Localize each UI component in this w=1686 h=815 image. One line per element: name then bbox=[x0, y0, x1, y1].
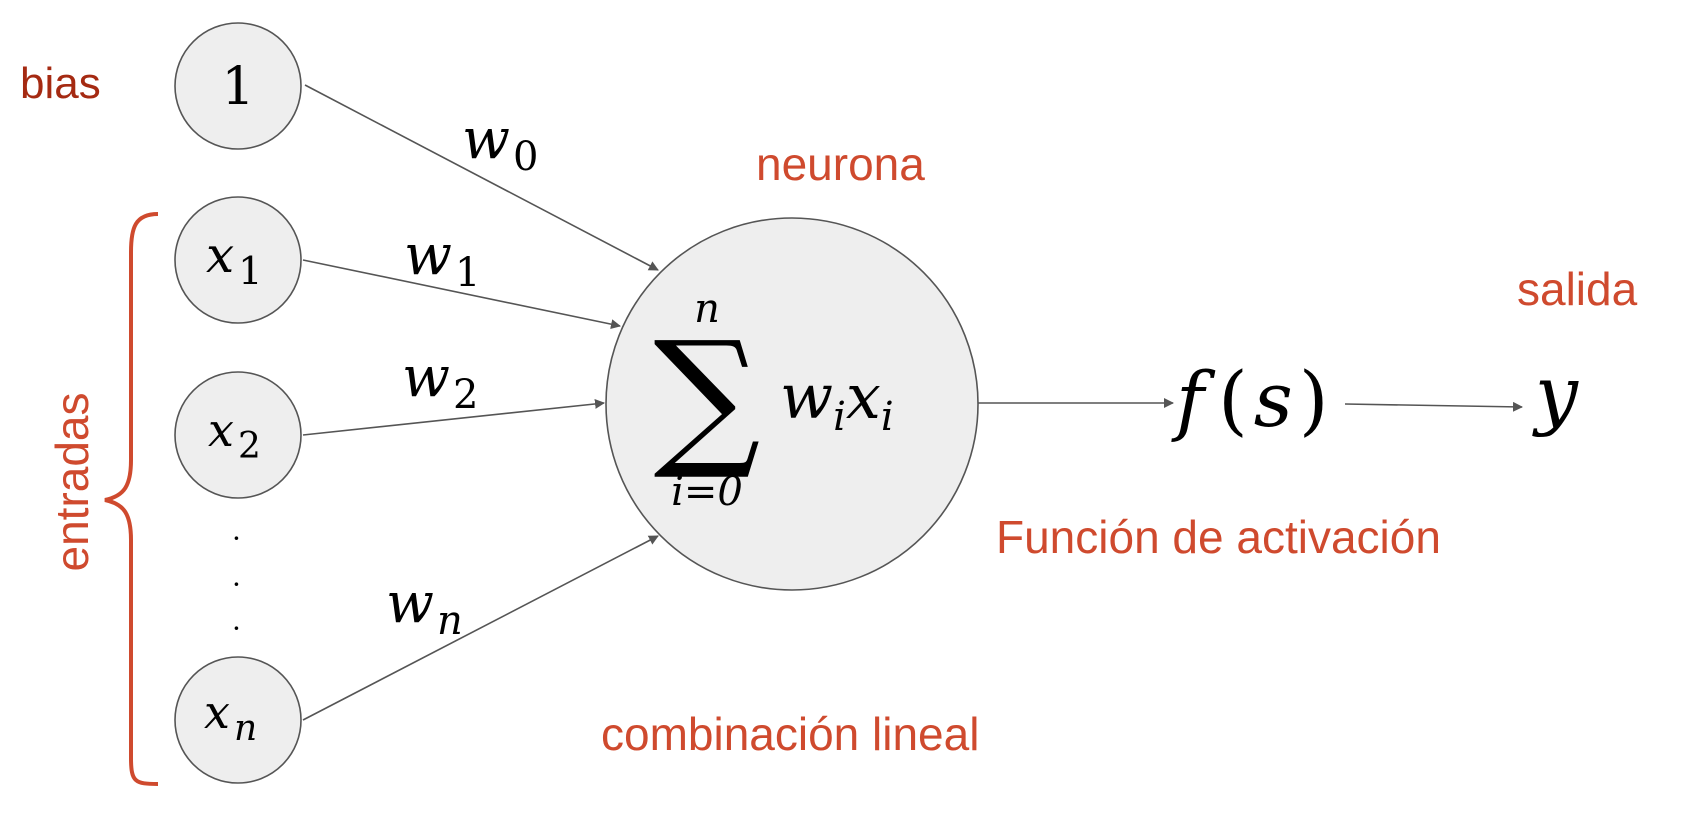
edge-x1-to-neuron bbox=[302, 259, 621, 330]
entradas-label: entradas bbox=[46, 392, 98, 571]
bias-label: bias bbox=[20, 59, 101, 108]
edge-bias-to-neuron bbox=[304, 84, 659, 271]
input-node-x2 bbox=[174, 371, 302, 499]
w1-base: w bbox=[404, 223, 452, 288]
w0-sub: 0 bbox=[513, 134, 538, 180]
bias-node-value: 1 bbox=[221, 57, 254, 117]
term-w: w bbox=[780, 360, 833, 433]
xn-sub: n bbox=[234, 708, 257, 749]
input-node-xn bbox=[174, 656, 302, 784]
inputs-brace bbox=[104, 212, 159, 786]
term-x: x bbox=[846, 360, 881, 433]
weight-w1: w1 bbox=[404, 223, 480, 296]
sum-upper-limit: n bbox=[694, 286, 720, 332]
input-node-x1 bbox=[174, 196, 302, 324]
edge-activation-to-output bbox=[1344, 401, 1523, 412]
ellipsis-dot-1: · bbox=[232, 522, 241, 555]
w0-base: w bbox=[462, 107, 510, 172]
w2-sub: 2 bbox=[453, 372, 478, 418]
ellipsis-dot-2: · bbox=[232, 568, 241, 601]
output-y: y bbox=[1532, 349, 1579, 438]
sum-term: wixi bbox=[780, 360, 894, 440]
sum-lower-limit: i=0 bbox=[671, 469, 743, 515]
term-x-sub: i bbox=[881, 394, 894, 440]
wn-base: w bbox=[386, 571, 434, 636]
activation-lparen: ( bbox=[1218, 355, 1248, 444]
x2-base: x bbox=[208, 403, 234, 457]
activation-f: f bbox=[1171, 355, 1216, 444]
combinacion-label: combinación lineal bbox=[601, 708, 979, 760]
edge-xn-to-neuron bbox=[302, 535, 659, 721]
neurona-label: neurona bbox=[756, 138, 925, 190]
x1-sub: 1 bbox=[238, 249, 262, 293]
activation-function: f (s) bbox=[1171, 355, 1328, 444]
x1-base: x bbox=[206, 226, 234, 284]
x2-sub: 2 bbox=[238, 426, 261, 467]
activation-label: Función de activación bbox=[996, 511, 1441, 563]
sum-lower-text: i=0 bbox=[671, 469, 743, 515]
xn-base: x bbox=[204, 685, 230, 739]
edge-x2-to-neuron bbox=[302, 398, 605, 436]
ellipsis-dot-3: · bbox=[232, 612, 241, 645]
w2-base: w bbox=[402, 345, 450, 410]
activation-rparen: ) bbox=[1299, 355, 1329, 444]
activation-s: s bbox=[1254, 355, 1293, 444]
sigma-symbol: ∑ bbox=[653, 310, 760, 484]
weight-w0: w0 bbox=[462, 107, 538, 180]
neuron-node bbox=[605, 217, 979, 591]
wn-sub: n bbox=[437, 598, 463, 644]
salida-label: salida bbox=[1517, 263, 1638, 315]
term-w-sub: i bbox=[833, 394, 846, 440]
weight-wn: wn bbox=[386, 571, 463, 644]
weight-w2: w2 bbox=[402, 345, 478, 418]
w1-sub: 1 bbox=[455, 250, 480, 296]
bias-node bbox=[174, 22, 302, 150]
